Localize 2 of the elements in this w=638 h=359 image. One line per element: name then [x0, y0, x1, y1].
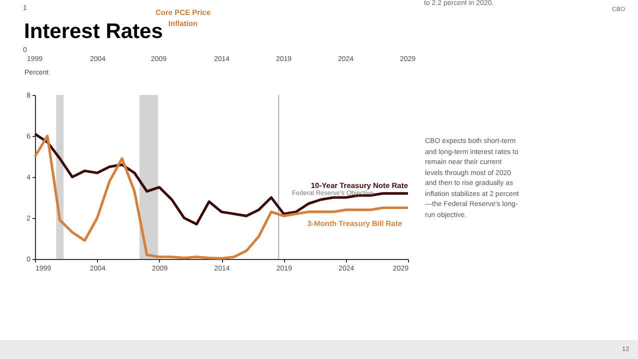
line-series — [34, 132, 410, 226]
chart-title: Interest Rates — [24, 20, 163, 44]
